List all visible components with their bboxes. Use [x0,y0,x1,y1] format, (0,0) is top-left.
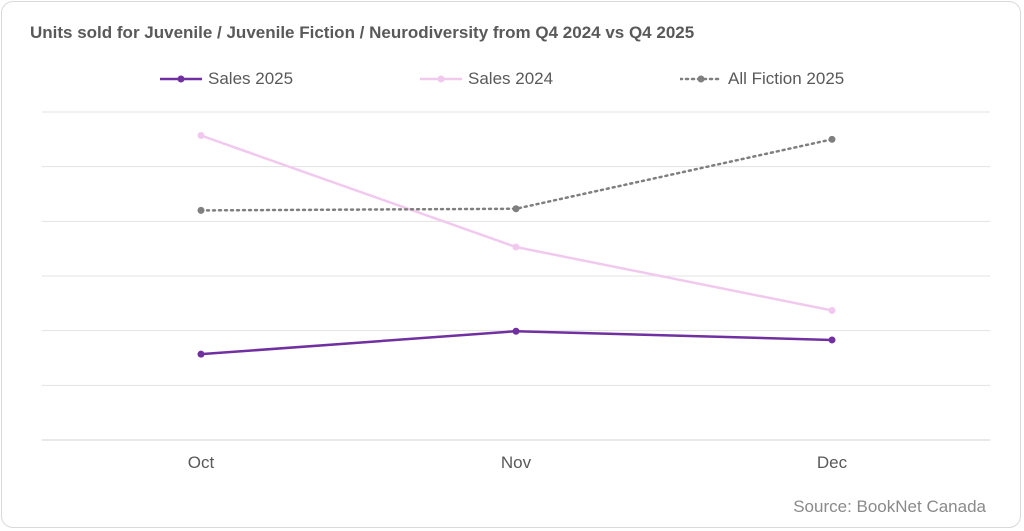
legend-label-sales-2024: Sales 2024 [468,69,554,88]
data-point-sales-2024-dec [828,306,836,314]
source-note: Source: BookNet Canada [793,497,986,516]
legend-swatch-sales-2024 [420,75,462,83]
legend-swatch-all-fiction-2025 [680,75,722,83]
data-point-sales-2025-oct [197,350,205,358]
chart-title: Units sold for Juvenile / Juvenile Ficti… [30,23,695,42]
data-point-sales-2025-dec [828,336,836,344]
data-point-sales-2024-nov [512,243,520,251]
legend: Sales 2025 Sales 2024 All Fiction 2025 [0,64,1024,94]
legend-label-sales-2025: Sales 2025 [208,69,294,88]
legend-swatch-sales-2025 [160,75,202,83]
x-tick-label-nov: Nov [501,453,532,472]
series-line-sales-2024 [200,134,833,312]
series-line-all-fiction-2025 [199,138,834,212]
x-tick-label-dec: Dec [817,453,848,472]
data-point-all-fiction-2025-nov [512,205,520,213]
x-tick-label-oct: Oct [188,453,215,472]
data-point-sales-2024-oct [197,132,205,140]
data-point-all-fiction-2025-dec [828,135,836,143]
legend-item-all-fiction-2025: All Fiction 2025 [680,64,844,94]
legend-item-sales-2025: Sales 2025 [160,64,293,94]
legend-label-all-fiction-2025: All Fiction 2025 [728,69,845,88]
data-point-sales-2025-nov [512,327,520,335]
data-point-all-fiction-2025-oct [197,206,205,214]
legend-item-sales-2024: Sales 2024 [420,64,553,94]
